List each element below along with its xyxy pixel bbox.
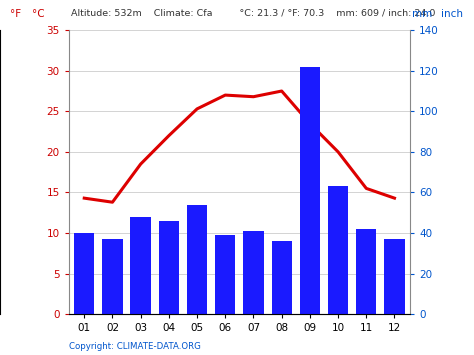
- Bar: [74, 233, 94, 314]
- Bar: [187, 204, 207, 314]
- Bar: [384, 239, 405, 314]
- Bar: [356, 229, 376, 314]
- Text: mm: mm: [412, 9, 433, 19]
- Bar: [243, 231, 264, 314]
- Bar: [328, 186, 348, 314]
- Bar: [215, 235, 236, 314]
- Text: Altitude: 532m    Climate: Cfa         °C: 21.3 / °F: 70.3    mm: 609 / inch: 24: Altitude: 532m Climate: Cfa °C: 21.3 / °…: [71, 9, 436, 18]
- Text: Copyright: CLIMATE-DATA.ORG: Copyright: CLIMATE-DATA.ORG: [69, 342, 201, 351]
- Text: °F: °F: [10, 9, 21, 19]
- Bar: [130, 217, 151, 314]
- Bar: [300, 67, 320, 314]
- Text: inch: inch: [441, 9, 463, 19]
- Bar: [272, 241, 292, 314]
- Bar: [102, 239, 123, 314]
- Bar: [159, 221, 179, 314]
- Text: °C: °C: [32, 9, 45, 19]
